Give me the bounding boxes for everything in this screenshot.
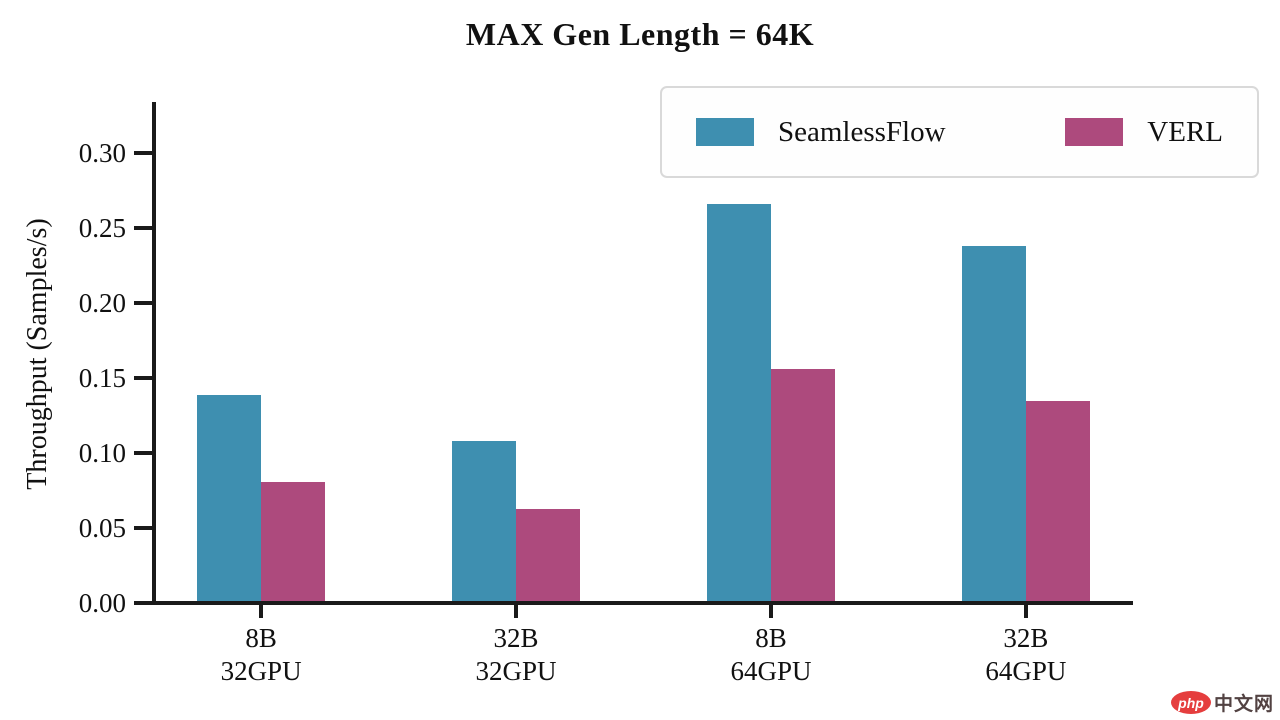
bar-verl-1 bbox=[261, 481, 325, 603]
legend-label-verl: VERL bbox=[1147, 115, 1223, 148]
y-axis-spine bbox=[152, 102, 156, 605]
y-tick bbox=[134, 526, 152, 531]
x-tick bbox=[259, 603, 264, 618]
bar-verl-2 bbox=[516, 508, 580, 603]
bar-seamlessflow-1 bbox=[197, 394, 262, 603]
y-tick-label: 0.05 bbox=[78, 513, 126, 544]
y-tick bbox=[134, 151, 152, 156]
legend-swatch-verl bbox=[1065, 118, 1124, 146]
legend-swatch-seamlessflow bbox=[696, 118, 754, 146]
y-tick bbox=[134, 226, 152, 231]
bar-verl-3 bbox=[770, 369, 835, 603]
y-tick-label: 0.25 bbox=[78, 213, 126, 244]
y-tick-label: 0.15 bbox=[78, 363, 126, 394]
legend-label-seamlessflow: SeamlessFlow bbox=[778, 115, 946, 148]
x-tick bbox=[514, 603, 519, 618]
legend-item-seamlessflow: SeamlessFlow bbox=[696, 116, 946, 149]
bar-verl-4 bbox=[1025, 400, 1090, 603]
plot-area: 0.00 0.05 0.10 0.15 0.20 0.25 0.30 8B 32GPU 32B … bbox=[79, 102, 1133, 686]
y-tick bbox=[134, 601, 152, 605]
php-logo-badge: php bbox=[1170, 691, 1211, 714]
y-tick bbox=[134, 451, 152, 456]
x-tick bbox=[768, 603, 773, 618]
x-tick-label: 32B 64GPU bbox=[985, 623, 1067, 686]
watermark-php-cn: php 中文网 bbox=[1170, 689, 1274, 716]
y-tick bbox=[134, 376, 152, 381]
bar-seamlessflow-3 bbox=[707, 204, 771, 603]
y-tick-label: 0.00 bbox=[78, 588, 126, 618]
y-tick-label: 0.10 bbox=[78, 438, 126, 469]
bar-seamlessflow-4 bbox=[962, 246, 1026, 603]
bar-seamlessflow-2 bbox=[452, 441, 517, 603]
x-axis-spine bbox=[152, 601, 1133, 605]
y-tick-label: 0.20 bbox=[78, 288, 126, 319]
x-tick-label: 8B 64GPU bbox=[730, 623, 812, 686]
legend-item-verl: VERL bbox=[1065, 116, 1223, 149]
x-tick-label: 32B 32GPU bbox=[475, 623, 557, 686]
x-tick bbox=[1023, 603, 1028, 618]
watermark-text: 中文网 bbox=[1213, 694, 1274, 715]
legend: SeamlessFlow VERL bbox=[660, 86, 1259, 178]
y-tick-label: 0.30 bbox=[78, 138, 126, 169]
chart-title: MAX Gen Length = 64K bbox=[465, 16, 815, 52]
x-tick-label: 8B 32GPU bbox=[220, 623, 302, 686]
y-tick bbox=[134, 301, 152, 306]
